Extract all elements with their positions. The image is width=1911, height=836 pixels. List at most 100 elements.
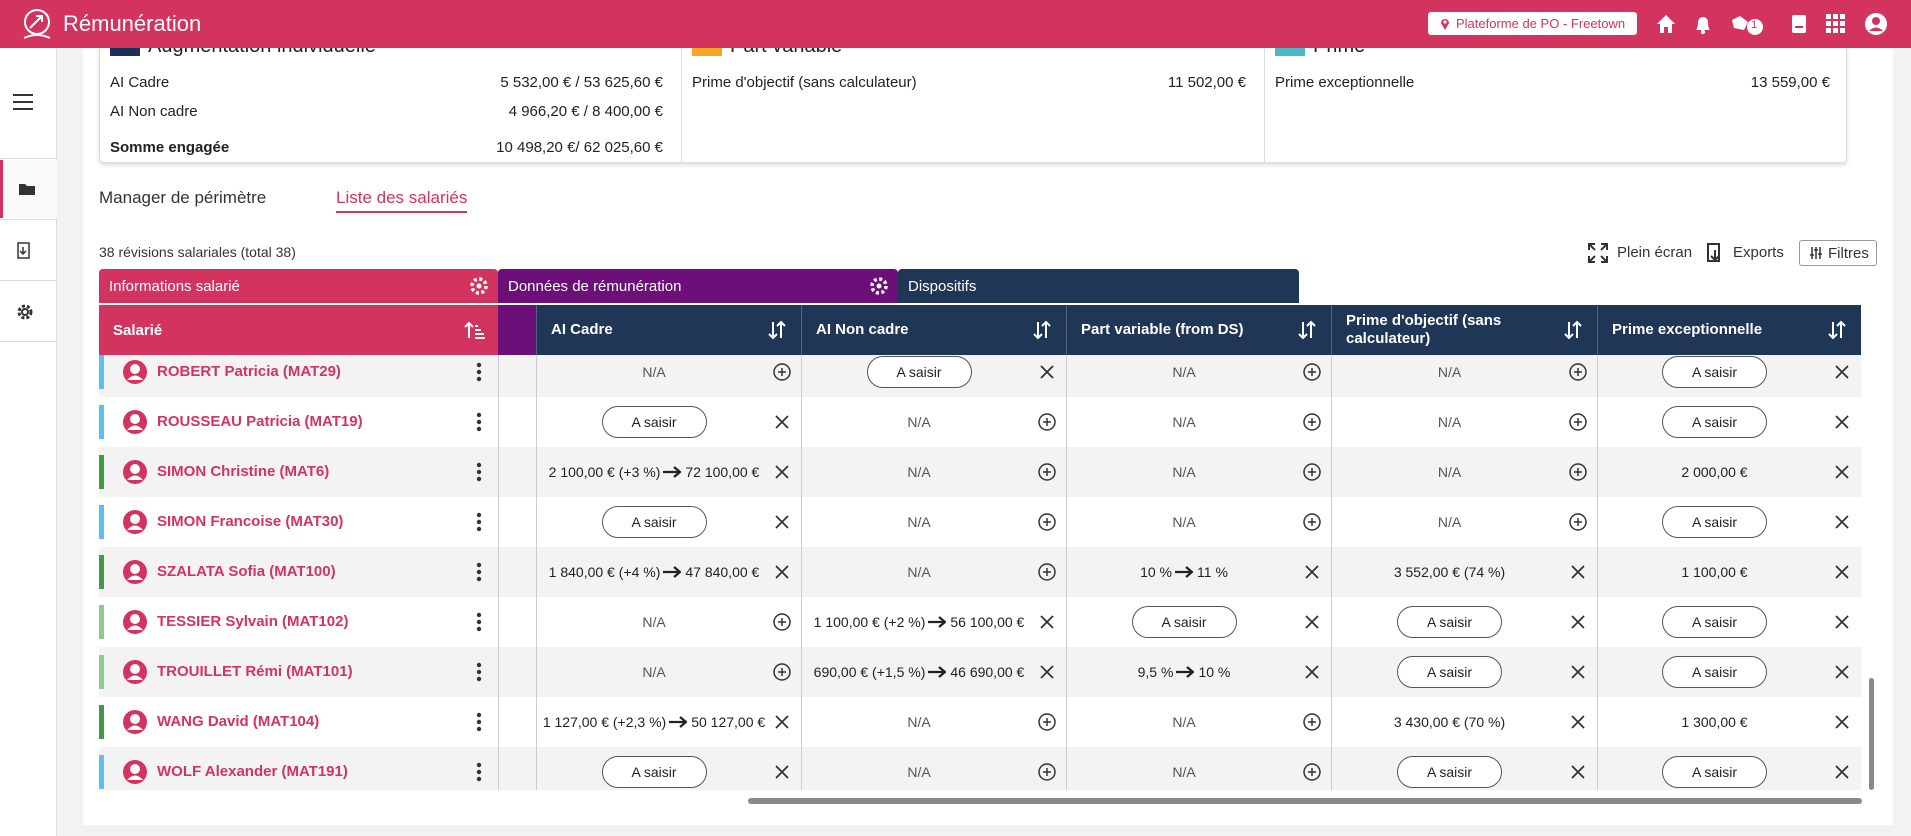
add-button[interactable]: [773, 363, 791, 381]
avatar[interactable]: [122, 659, 148, 685]
input-button[interactable]: A saisir: [601, 756, 707, 788]
add-button[interactable]: [1303, 713, 1321, 731]
input-button[interactable]: A saisir: [1662, 656, 1767, 688]
avatar[interactable]: [122, 359, 148, 385]
input-button[interactable]: A saisir: [1662, 356, 1767, 388]
row-menu[interactable]: [476, 612, 482, 632]
sort-icon[interactable]: [1563, 319, 1583, 341]
add-button[interactable]: [773, 613, 791, 631]
home-icon[interactable]: [1654, 12, 1678, 36]
group-settings-icon[interactable]: [869, 276, 889, 296]
avatar[interactable]: [122, 459, 148, 485]
employee-name[interactable]: SIMON Francoise (MAT30): [157, 513, 344, 530]
group-settings-icon[interactable]: [469, 276, 489, 296]
horizontal-scrollbar[interactable]: [748, 798, 1862, 804]
remove-button[interactable]: [1303, 563, 1321, 581]
export-button[interactable]: Exports: [1733, 244, 1784, 261]
employee-name[interactable]: TESSIER Sylvain (MAT102): [157, 613, 349, 630]
remove-button[interactable]: [773, 413, 791, 431]
employee-name[interactable]: ROBERT Patricia (MAT29): [157, 363, 341, 380]
user-icon[interactable]: [1864, 12, 1888, 36]
employee-name[interactable]: SIMON Christine (MAT6): [157, 463, 330, 480]
fullscreen-icon[interactable]: [1587, 242, 1609, 264]
download-icon[interactable]: [16, 242, 32, 260]
fullscreen-button[interactable]: Plein écran: [1617, 244, 1693, 261]
export-icon[interactable]: [1706, 242, 1724, 264]
remove-button[interactable]: [1833, 363, 1851, 381]
sort-icon[interactable]: [1297, 319, 1317, 341]
remove-button[interactable]: [1569, 713, 1587, 731]
employee-name[interactable]: ROUSSEAU Patricia (MAT19): [157, 413, 363, 430]
menu-icon[interactable]: [12, 93, 34, 111]
add-button[interactable]: [1303, 513, 1321, 531]
remove-button[interactable]: [773, 513, 791, 531]
input-button[interactable]: A saisir: [1131, 606, 1237, 638]
remove-button[interactable]: [1833, 663, 1851, 681]
remove-button[interactable]: [1833, 413, 1851, 431]
add-button[interactable]: [1038, 513, 1056, 531]
add-button[interactable]: [1303, 463, 1321, 481]
remove-button[interactable]: [773, 563, 791, 581]
remove-button[interactable]: [773, 763, 791, 781]
avatar[interactable]: [122, 759, 148, 785]
add-button[interactable]: [1038, 463, 1056, 481]
filter-button[interactable]: Filtres: [1799, 240, 1877, 266]
sort-icon[interactable]: [464, 320, 486, 340]
row-menu[interactable]: [476, 412, 482, 432]
book-icon[interactable]: [1790, 13, 1808, 35]
remove-button[interactable]: [1833, 463, 1851, 481]
remove-button[interactable]: [1038, 613, 1056, 631]
remove-button[interactable]: [773, 713, 791, 731]
employee-name[interactable]: SZALATA Sofia (MAT100): [157, 563, 336, 580]
input-button[interactable]: A saisir: [1662, 506, 1767, 538]
add-button[interactable]: [1303, 763, 1321, 781]
remove-button[interactable]: [1038, 363, 1056, 381]
input-button[interactable]: A saisir: [1397, 656, 1502, 688]
row-menu[interactable]: [476, 462, 482, 482]
employee-name[interactable]: TROUILLET Rémi (MAT101): [157, 663, 353, 680]
add-button[interactable]: [773, 663, 791, 681]
input-button[interactable]: A saisir: [1397, 606, 1502, 638]
avatar[interactable]: [122, 609, 148, 635]
remove-button[interactable]: [773, 463, 791, 481]
vertical-scrollbar[interactable]: [1869, 678, 1874, 790]
remove-button[interactable]: [1569, 563, 1587, 581]
input-button[interactable]: A saisir: [866, 356, 972, 388]
remove-button[interactable]: [1833, 563, 1851, 581]
remove-button[interactable]: [1833, 713, 1851, 731]
input-button[interactable]: A saisir: [1397, 756, 1502, 788]
row-menu[interactable]: [476, 362, 482, 382]
row-menu[interactable]: [476, 762, 482, 782]
remove-button[interactable]: [1569, 613, 1587, 631]
platform-selector[interactable]: Plateforme de PO - Freetown: [1428, 12, 1637, 35]
add-button[interactable]: [1038, 413, 1056, 431]
row-menu[interactable]: [476, 562, 482, 582]
add-button[interactable]: [1569, 413, 1587, 431]
avatar[interactable]: [122, 559, 148, 585]
remove-button[interactable]: [1833, 513, 1851, 531]
sort-icon[interactable]: [767, 319, 787, 341]
sort-icon[interactable]: [1827, 319, 1847, 341]
avatar[interactable]: [122, 409, 148, 435]
hands-icon[interactable]: [1730, 12, 1764, 36]
remove-button[interactable]: [1833, 763, 1851, 781]
nav-item-active[interactable]: [0, 160, 57, 218]
tab[interactable]: Manager de périmètre: [99, 188, 267, 207]
add-button[interactable]: [1038, 563, 1056, 581]
remove-button[interactable]: [1303, 613, 1321, 631]
input-button[interactable]: A saisir: [1662, 756, 1767, 788]
sort-icon[interactable]: [1032, 319, 1052, 341]
input-button[interactable]: A saisir: [601, 506, 707, 538]
avatar[interactable]: [122, 509, 148, 535]
add-button[interactable]: [1038, 713, 1056, 731]
remove-button[interactable]: [1038, 663, 1056, 681]
logo[interactable]: [20, 6, 54, 42]
settings-icon[interactable]: [16, 303, 34, 321]
avatar[interactable]: [122, 709, 148, 735]
remove-button[interactable]: [1833, 613, 1851, 631]
remove-button[interactable]: [1569, 663, 1587, 681]
input-button[interactable]: A saisir: [601, 406, 707, 438]
row-menu[interactable]: [476, 712, 482, 732]
employee-name[interactable]: WOLF Alexander (MAT191): [157, 763, 348, 780]
tab-active[interactable]: Liste des salariés: [336, 188, 468, 213]
